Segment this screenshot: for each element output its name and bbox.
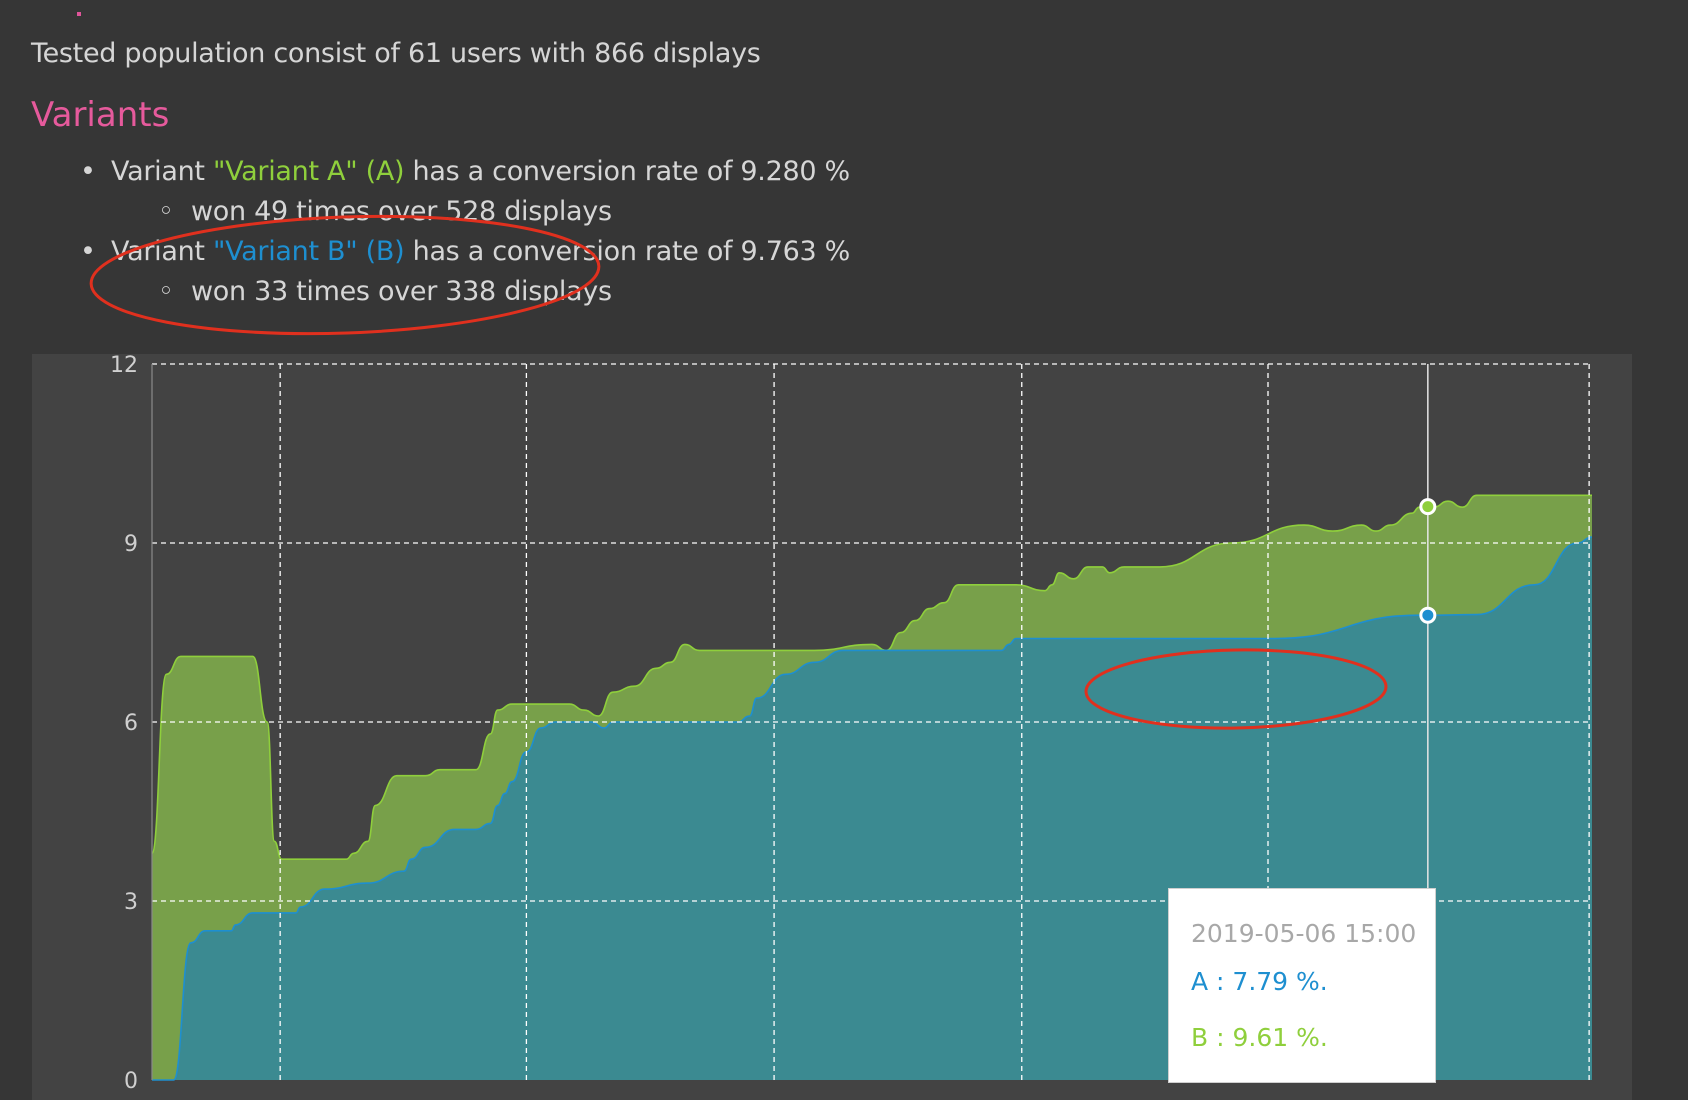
variant-a-won: won 49 times over 528 displays [0,192,850,232]
summary-users-count: 61 [407,38,442,69]
variant-a-item: Variant "Variant A" (A) has a conversion… [0,152,850,192]
y-tick-label: 3 [124,890,138,915]
y-tick-label: 6 [124,711,138,736]
series-b-line [151,494,1592,860]
variants-list: Variant "Variant A" (A) has a conversion… [0,152,850,312]
variant-a-prefix: Variant [111,156,213,187]
variant-a-name: "Variant A" (A) [212,156,405,187]
summary-prefix: Tested population consist of [31,38,408,69]
tooltip-series-b: B : 9.61 %. [1191,1023,1328,1052]
variant-b-name: "Variant B" (B) [212,236,405,267]
hover-marker-b [1419,498,1437,516]
variants-heading: Variants [31,95,170,135]
variant-b-item: Variant "Variant B" (B) has a conversion… [0,232,850,272]
hover-marker-a [1419,606,1437,624]
y-axis-ticks: 0 3 6 9 12 [110,354,138,1094]
variant-b-won: won 33 times over 338 displays [0,272,850,312]
y-tick-label: 0 [124,1069,138,1094]
summary-suffix: displays [644,38,761,69]
summary-displays-count: 866 [594,38,645,69]
conversion-chart[interactable]: 0 3 6 9 12 2019-05-06 15:00 A : 7.79 %. B : … [32,354,1632,1100]
population-summary: Tested population consist of 61 users wi… [31,38,761,69]
variant-a-rate: has a conversion rate of 9.280 % [404,156,851,187]
tooltip-date: 2019-05-06 15:00 [1191,919,1417,948]
y-tick-label: 12 [110,354,138,378]
y-tick-label: 9 [124,532,138,557]
chart-tooltip: 2019-05-06 15:00 A : 7.79 %. B : 9.61 %. [1168,888,1436,1083]
tooltip-series-a: A : 7.79 %. [1191,967,1328,996]
variant-b-rate: has a conversion rate of 9.763 % [404,236,851,267]
summary-middle: users with [441,38,595,69]
variant-b-prefix: Variant [111,236,213,267]
decorative-dot [77,12,81,16]
